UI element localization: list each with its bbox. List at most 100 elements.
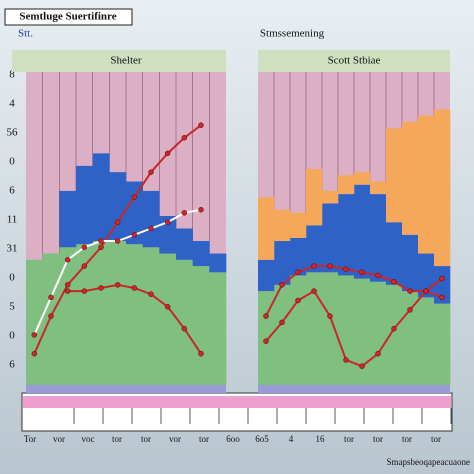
bar-segment (354, 172, 371, 185)
bar-segment (159, 253, 177, 385)
bar-segment (306, 169, 323, 226)
bar-segment (434, 109, 451, 267)
axis-label: 11 (7, 214, 18, 226)
axis-label: 0 (9, 330, 15, 342)
line-point (114, 282, 121, 288)
bar-segment (192, 266, 210, 385)
line-point (327, 263, 333, 269)
line-point (114, 219, 121, 225)
line-point (375, 272, 381, 279)
line-point (359, 363, 365, 369)
line-point (81, 244, 88, 251)
bar-segment (370, 181, 387, 195)
line-point (423, 288, 429, 294)
line-point (439, 294, 445, 301)
line-point (31, 350, 38, 357)
bar-segment (418, 115, 435, 254)
subtitle: Stt. (18, 28, 33, 40)
line-point (148, 225, 154, 232)
line-point (295, 269, 301, 276)
x-label: 6oo (226, 434, 240, 444)
x-label: Tor (24, 434, 36, 444)
x-label: tor (141, 434, 151, 444)
bar-segment (402, 122, 419, 235)
line-series (265, 277, 443, 368)
bar-segment (92, 241, 110, 385)
bar-segment (354, 278, 371, 385)
line-point (64, 288, 71, 294)
x-label: 6o5 (255, 434, 269, 444)
bar-segment (274, 209, 291, 242)
bar-segment (258, 291, 275, 385)
line-point (181, 134, 188, 141)
panel-header (12, 50, 226, 72)
x-label: vor (169, 434, 181, 444)
bar-segment (338, 275, 355, 385)
x-label: tor (431, 434, 441, 444)
bar-segment (274, 241, 291, 285)
bar-segment (142, 247, 160, 385)
line-point (131, 232, 138, 238)
bar-segment (159, 215, 177, 254)
line-point (407, 288, 413, 294)
panel-base (258, 385, 450, 393)
panel-base (26, 385, 226, 393)
line-point (343, 357, 349, 363)
bar-segment (402, 291, 419, 385)
line-point (263, 313, 269, 319)
line-point (359, 269, 365, 276)
bar-segment (109, 241, 127, 385)
bar-segment (26, 259, 43, 385)
line-point (48, 313, 54, 319)
line-point (181, 210, 188, 216)
x-label: tor (373, 434, 383, 444)
line-point (64, 257, 71, 263)
line-point (148, 291, 154, 297)
line-point (198, 206, 204, 213)
axis-label: 4 (9, 98, 15, 110)
bar-segment (176, 228, 193, 260)
footer: Smapsbeoqapeacuaone (387, 457, 470, 467)
x-label: 4 (289, 434, 294, 444)
title-box (4, 8, 133, 26)
line-point (48, 294, 54, 301)
line-point (279, 282, 285, 288)
bar-segment (386, 284, 403, 385)
panel-title: Scott Stbiae (328, 55, 381, 67)
bar-segment (176, 259, 193, 385)
line-point (98, 238, 104, 244)
x-label: voc (82, 434, 95, 444)
line-point (295, 297, 301, 304)
line-point (439, 275, 445, 282)
axis-label: 5 (9, 301, 15, 313)
bar-segment (258, 259, 275, 292)
line-point (164, 150, 171, 157)
bar-segment (338, 194, 355, 276)
line-point (198, 122, 204, 128)
x-label: tor (199, 434, 209, 444)
bar-segment (418, 253, 435, 298)
line-point (114, 238, 121, 244)
bar-segment (109, 172, 127, 242)
bar-segment (370, 281, 387, 385)
axis-label: 0 (9, 272, 15, 284)
line-point (375, 350, 381, 357)
line-point (391, 325, 397, 332)
panel-title: Shelter (110, 55, 141, 67)
line-point (81, 263, 88, 269)
line-point (198, 350, 204, 357)
chart-title: Semtluge Suertifinre (19, 11, 116, 23)
line-point (31, 332, 38, 338)
line-point (343, 266, 349, 272)
heading: Stmssemening (260, 28, 325, 40)
bar-segment (354, 184, 371, 279)
bar-segment (290, 275, 307, 385)
bar-segment (274, 284, 291, 385)
bar-segment (338, 175, 355, 195)
x-label: tor (402, 434, 412, 444)
x-label: tor (344, 434, 354, 444)
line-point (164, 219, 171, 225)
line-point (148, 169, 154, 175)
bar-segment (434, 303, 451, 385)
line-point (279, 319, 285, 326)
